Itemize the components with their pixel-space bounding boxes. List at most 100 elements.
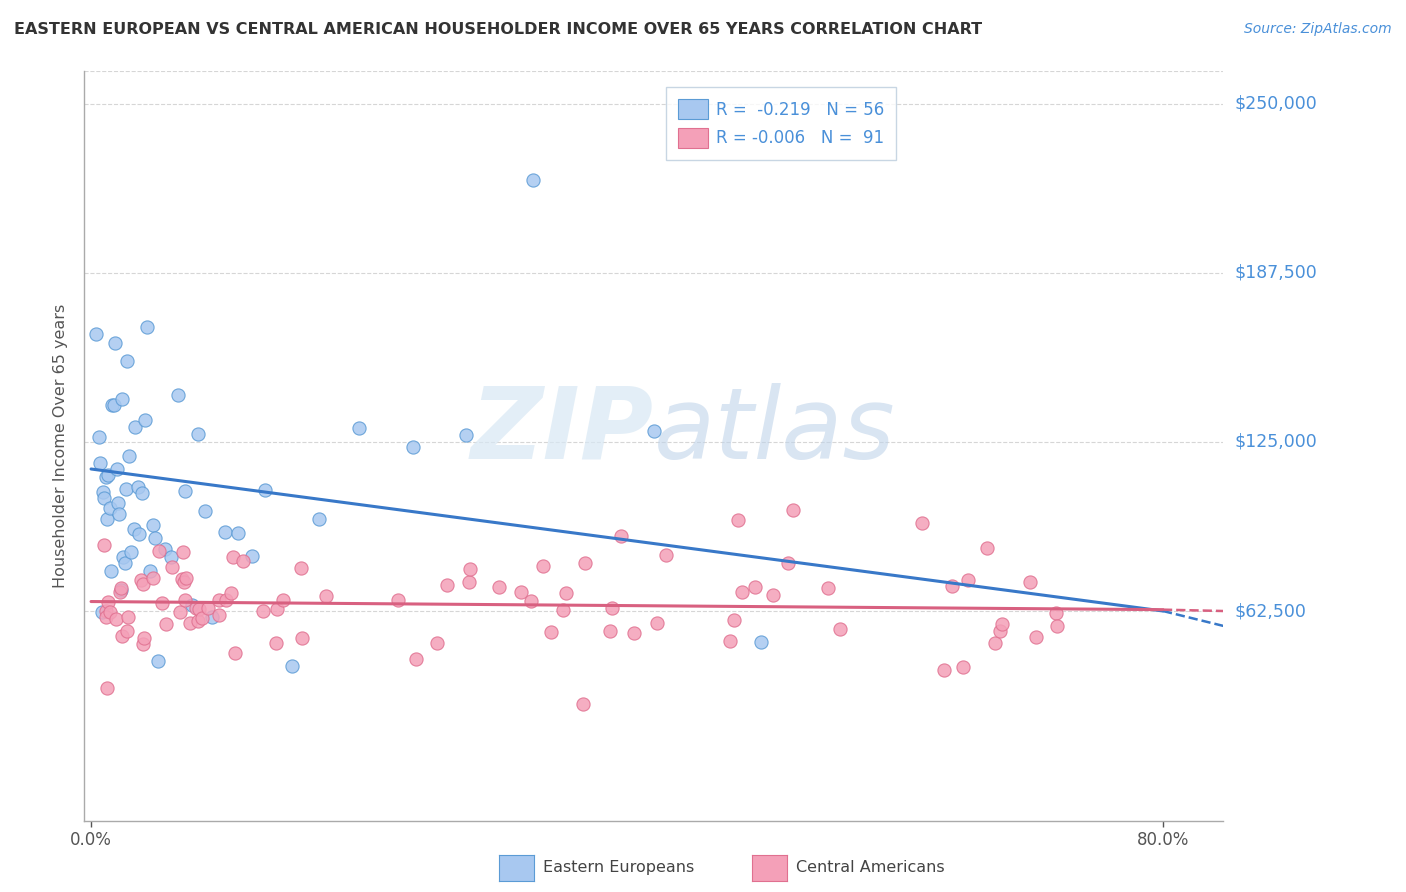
Point (214, 524, 236, 539)
Point (347, 421, 370, 435)
Point (401, 440, 423, 454)
Point (94, 604, 117, 618)
Point (290, 561, 312, 575)
Point (828, 623, 851, 637)
Point (976, 541, 998, 556)
Point (112, 549, 135, 564)
Point (173, 484, 195, 499)
Point (111, 392, 134, 406)
Point (162, 559, 184, 574)
Text: Eastern Europeans: Eastern Europeans (543, 861, 695, 875)
Point (645, 615, 668, 630)
Point (111, 629, 134, 643)
Point (127, 480, 149, 494)
Point (114, 556, 136, 570)
Point (89, 456, 111, 470)
Point (201, 610, 224, 624)
Point (952, 660, 974, 674)
Point (599, 624, 621, 639)
Point (97, 595, 120, 609)
Point (142, 517, 165, 532)
Point (101, 398, 124, 412)
Point (510, 585, 533, 599)
Text: $187,500: $187,500 (1234, 264, 1317, 282)
Point (187, 602, 209, 616)
Point (988, 624, 1011, 638)
Point (91, 484, 114, 499)
Point (90, 605, 112, 619)
Point (555, 585, 578, 599)
Point (100, 564, 122, 578)
Point (405, 651, 427, 665)
Point (271, 593, 294, 607)
Point (122, 522, 145, 536)
Text: EASTERN EUROPEAN VS CENTRAL AMERICAN HOUSEHOLDER INCOME OVER 65 YEARS CORRELATIO: EASTERN EUROPEAN VS CENTRAL AMERICAN HOU… (14, 22, 983, 37)
Point (600, 600, 623, 615)
Point (131, 573, 153, 587)
Point (232, 554, 254, 568)
Point (146, 654, 169, 668)
Point (167, 388, 190, 402)
Point (731, 584, 754, 599)
Point (170, 572, 193, 586)
Point (458, 562, 481, 576)
Point (215, 593, 238, 607)
Point (991, 616, 1014, 631)
Point (124, 420, 146, 434)
Text: $250,000: $250,000 (1234, 95, 1317, 112)
Point (160, 550, 183, 565)
Point (911, 516, 934, 530)
Point (551, 603, 574, 617)
Point (762, 588, 785, 602)
Point (169, 605, 191, 619)
Point (148, 544, 170, 558)
Point (488, 580, 510, 594)
Point (623, 625, 645, 640)
Point (172, 545, 194, 559)
Point (984, 636, 1007, 650)
Point (179, 616, 201, 631)
Point (187, 614, 209, 628)
Point (110, 582, 132, 597)
Point (219, 586, 242, 600)
Point (108, 584, 131, 599)
Point (208, 607, 231, 622)
Point (240, 549, 263, 564)
Point (522, 172, 544, 186)
Point (132, 632, 155, 646)
Point (655, 548, 678, 562)
Point (173, 574, 195, 589)
Point (723, 614, 745, 628)
Point (1045, 619, 1067, 633)
Point (132, 576, 155, 591)
Point (718, 634, 741, 648)
Point (136, 319, 159, 334)
Point (150, 596, 173, 610)
Point (128, 526, 150, 541)
Point (108, 507, 131, 521)
Point (107, 496, 129, 510)
Point (222, 550, 245, 565)
Point (115, 482, 138, 496)
Point (120, 545, 142, 559)
Point (115, 354, 138, 368)
Point (252, 603, 274, 617)
Point (540, 625, 562, 640)
Text: Central Americans: Central Americans (796, 861, 945, 875)
Text: Source: ZipAtlas.com: Source: ZipAtlas.com (1244, 22, 1392, 37)
Point (103, 398, 125, 412)
Point (1025, 630, 1047, 644)
Point (96, 610, 118, 624)
Point (191, 611, 214, 625)
Point (180, 599, 202, 613)
Point (86, 327, 108, 342)
Point (776, 556, 799, 570)
Y-axis label: Householder Income Over 65 years: Householder Income Over 65 years (53, 304, 69, 588)
Point (426, 635, 449, 649)
Point (105, 461, 128, 475)
Point (96, 511, 118, 525)
Text: $62,500: $62,500 (1234, 602, 1306, 620)
Point (131, 486, 153, 500)
Point (520, 594, 543, 608)
Point (194, 504, 217, 518)
